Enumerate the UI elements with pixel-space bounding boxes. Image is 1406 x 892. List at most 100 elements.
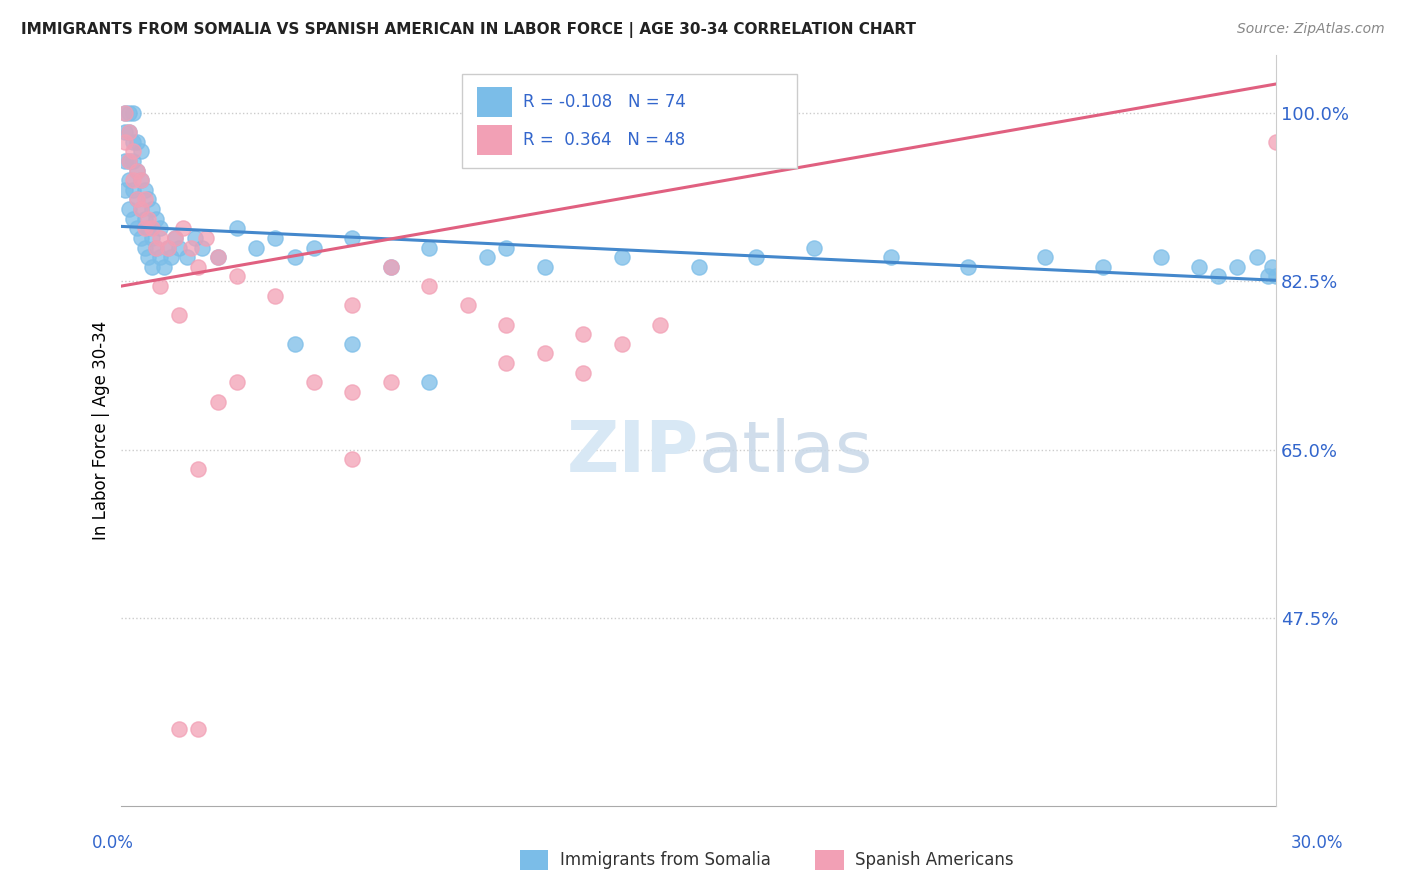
Point xyxy=(141,231,163,245)
Point xyxy=(114,153,136,168)
Point xyxy=(122,145,145,159)
Text: Source: ZipAtlas.com: Source: ZipAtlas.com xyxy=(1237,22,1385,37)
Point xyxy=(125,193,148,207)
Point xyxy=(165,231,187,245)
Point xyxy=(1033,250,1056,264)
Point xyxy=(118,153,141,168)
Text: Immigrants from Somalia: Immigrants from Somalia xyxy=(560,851,770,869)
Point xyxy=(129,173,152,187)
Point xyxy=(957,260,980,274)
Y-axis label: In Labor Force | Age 30-34: In Labor Force | Age 30-34 xyxy=(93,321,110,540)
Bar xyxy=(477,87,512,118)
Point xyxy=(207,394,229,409)
Point xyxy=(134,241,156,255)
Point xyxy=(1265,269,1288,284)
FancyBboxPatch shape xyxy=(463,74,797,168)
Point xyxy=(418,279,440,293)
Point xyxy=(418,376,440,390)
Point xyxy=(156,241,179,255)
Point xyxy=(167,308,190,322)
Point xyxy=(610,250,633,264)
Point xyxy=(803,241,825,255)
Point xyxy=(118,125,141,139)
Point xyxy=(380,376,402,390)
Point xyxy=(880,250,903,264)
Point xyxy=(141,221,163,235)
Point xyxy=(342,452,364,467)
Point xyxy=(1091,260,1114,274)
Point xyxy=(134,211,156,226)
Point xyxy=(114,125,136,139)
Text: atlas: atlas xyxy=(699,418,873,487)
Point xyxy=(745,250,768,264)
Point xyxy=(114,135,136,149)
Point xyxy=(1188,260,1211,274)
Point xyxy=(138,193,160,207)
Text: 30.0%: 30.0% xyxy=(1291,834,1343,852)
Point xyxy=(495,241,517,255)
Point xyxy=(207,250,229,264)
Text: ZIP: ZIP xyxy=(567,418,699,487)
Point xyxy=(1246,250,1268,264)
Point xyxy=(145,241,167,255)
Point xyxy=(284,250,307,264)
Text: 0.0%: 0.0% xyxy=(91,834,134,852)
Point xyxy=(207,250,229,264)
Text: R =  0.364   N = 48: R = 0.364 N = 48 xyxy=(523,131,686,149)
Point xyxy=(114,183,136,197)
Point xyxy=(264,288,287,302)
Point xyxy=(129,231,152,245)
Point xyxy=(114,106,136,120)
Text: Spanish Americans: Spanish Americans xyxy=(855,851,1014,869)
Point xyxy=(457,298,479,312)
Point xyxy=(138,250,160,264)
Point xyxy=(533,346,555,360)
Point xyxy=(225,221,247,235)
Point xyxy=(167,241,190,255)
Point xyxy=(187,462,209,476)
Point xyxy=(191,241,214,255)
Point xyxy=(187,722,209,736)
Point xyxy=(342,336,364,351)
Point xyxy=(225,376,247,390)
Point xyxy=(495,356,517,370)
Point xyxy=(122,173,145,187)
Point xyxy=(380,260,402,274)
Point xyxy=(418,241,440,255)
Point xyxy=(122,106,145,120)
Point xyxy=(149,231,172,245)
Point xyxy=(302,376,325,390)
Point xyxy=(495,318,517,332)
Point xyxy=(134,183,156,197)
Point xyxy=(1226,260,1249,274)
Point xyxy=(650,318,672,332)
Point xyxy=(129,145,152,159)
Point xyxy=(138,211,160,226)
Point xyxy=(145,241,167,255)
Point xyxy=(129,173,152,187)
Point xyxy=(610,336,633,351)
Point xyxy=(195,231,218,245)
Text: IMMIGRANTS FROM SOMALIA VS SPANISH AMERICAN IN LABOR FORCE | AGE 30-34 CORRELATI: IMMIGRANTS FROM SOMALIA VS SPANISH AMERI… xyxy=(21,22,917,38)
Point xyxy=(1149,250,1171,264)
Point xyxy=(1265,135,1288,149)
Point xyxy=(225,269,247,284)
Point xyxy=(138,221,160,235)
Point xyxy=(183,231,205,245)
Point xyxy=(114,106,136,120)
Point xyxy=(118,106,141,120)
Point xyxy=(149,279,172,293)
Point xyxy=(1261,260,1284,274)
Point xyxy=(118,173,141,187)
Point xyxy=(475,250,498,264)
Point xyxy=(129,202,152,216)
Point xyxy=(134,221,156,235)
Point xyxy=(122,135,145,149)
Point xyxy=(160,250,183,264)
Point xyxy=(245,241,267,255)
Point xyxy=(134,193,156,207)
Point xyxy=(125,163,148,178)
Text: R = -0.108   N = 74: R = -0.108 N = 74 xyxy=(523,94,686,112)
Point xyxy=(533,260,555,274)
Point xyxy=(165,231,187,245)
